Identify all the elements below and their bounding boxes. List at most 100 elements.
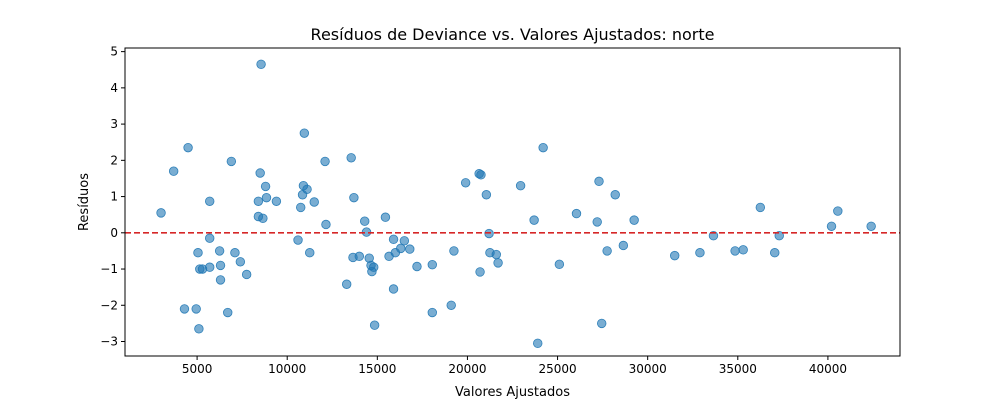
x-axis-label: Valores Ajustados	[455, 385, 570, 400]
data-point	[529, 215, 539, 225]
data-point	[602, 246, 612, 256]
data-point	[405, 244, 415, 254]
y-tick-label: 3	[110, 117, 118, 131]
x-tick-label: 30000	[629, 362, 667, 376]
data-point	[346, 153, 356, 163]
y-tick-label: 2	[110, 153, 118, 167]
data-point	[427, 307, 437, 318]
data-point	[629, 215, 639, 225]
data-point	[226, 156, 237, 167]
data-point	[341, 279, 352, 289]
y-tick-label: −3	[100, 335, 118, 349]
data-point	[309, 197, 319, 207]
data-point	[388, 284, 399, 294]
x-tick-label: 15000	[358, 362, 396, 376]
x-tick-label: 10000	[268, 362, 306, 376]
data-point	[446, 300, 456, 310]
data-point	[321, 219, 331, 230]
data-point	[194, 324, 204, 334]
data-point	[491, 249, 501, 260]
data-point	[481, 190, 492, 200]
y-tick-label: 0	[110, 226, 118, 240]
data-point	[302, 184, 312, 195]
data-point	[223, 307, 233, 318]
data-point	[755, 202, 766, 213]
data-point	[610, 190, 620, 200]
data-point	[156, 208, 166, 218]
plot-frame	[124, 47, 901, 357]
data-point	[258, 213, 268, 224]
data-point	[538, 142, 548, 153]
data-point	[183, 142, 193, 153]
data-point	[369, 262, 379, 272]
x-tick-label: 25000	[538, 362, 576, 376]
data-point	[427, 259, 437, 270]
data-point	[214, 246, 225, 256]
data-point	[826, 221, 837, 231]
data-point	[179, 304, 190, 314]
data-point	[271, 196, 282, 206]
data-point	[253, 196, 264, 206]
data-point	[571, 208, 582, 219]
data-point	[215, 275, 226, 285]
chart-title: Resíduos de Deviance vs. Valores Ajustad…	[311, 25, 715, 44]
data-point	[293, 235, 303, 245]
data-point	[866, 221, 876, 231]
data-point	[299, 128, 310, 138]
y-axis-label: Resíduos	[77, 173, 92, 231]
data-point	[412, 261, 422, 272]
data-point	[533, 338, 543, 349]
data-point	[320, 156, 330, 167]
data-point	[475, 267, 485, 277]
data-point	[260, 181, 271, 192]
data-point	[193, 248, 203, 258]
data-point	[296, 202, 306, 213]
data-point	[261, 192, 272, 203]
data-point	[515, 180, 526, 191]
y-tick-label: 5	[110, 45, 118, 59]
y-tick-label: 1	[110, 190, 118, 204]
data-point	[205, 196, 215, 206]
y-tick-label: 4	[110, 81, 118, 95]
data-point	[449, 246, 459, 256]
data-point	[354, 251, 365, 262]
data-point	[256, 59, 266, 70]
data-point	[493, 258, 503, 268]
data-point	[235, 257, 246, 267]
data-point	[388, 234, 399, 245]
data-point	[241, 269, 252, 280]
data-point	[695, 248, 705, 258]
data-point	[476, 170, 486, 180]
x-tick-label: 20000	[448, 362, 486, 376]
data-point	[191, 304, 201, 314]
data-point	[738, 245, 748, 255]
y-tick-label: −2	[100, 298, 118, 312]
data-point	[205, 262, 215, 272]
data-point	[399, 236, 410, 246]
data-point	[255, 168, 265, 178]
data-point	[369, 320, 380, 330]
data-point	[554, 259, 565, 270]
data-point	[618, 240, 629, 251]
data-point	[215, 260, 226, 271]
data-point	[230, 248, 240, 258]
data-point	[460, 178, 471, 188]
y-tick-label: −1	[100, 262, 118, 276]
data-point	[594, 176, 604, 187]
data-point	[349, 192, 359, 203]
x-tick-label: 5000	[182, 362, 213, 376]
data-point	[770, 248, 780, 258]
data-point	[730, 246, 740, 256]
x-tick-label: 35000	[719, 362, 757, 376]
x-tick-label: 40000	[809, 362, 847, 376]
data-point	[396, 243, 406, 254]
data-point	[305, 248, 315, 258]
data-point	[597, 318, 607, 329]
data-point	[168, 166, 179, 176]
data-point	[833, 206, 843, 216]
data-point	[592, 217, 602, 227]
plot-area: 5000 10000 15000 20000 25000 30000 35000 40000 −…	[100, 45, 900, 376]
data-point	[380, 212, 391, 222]
